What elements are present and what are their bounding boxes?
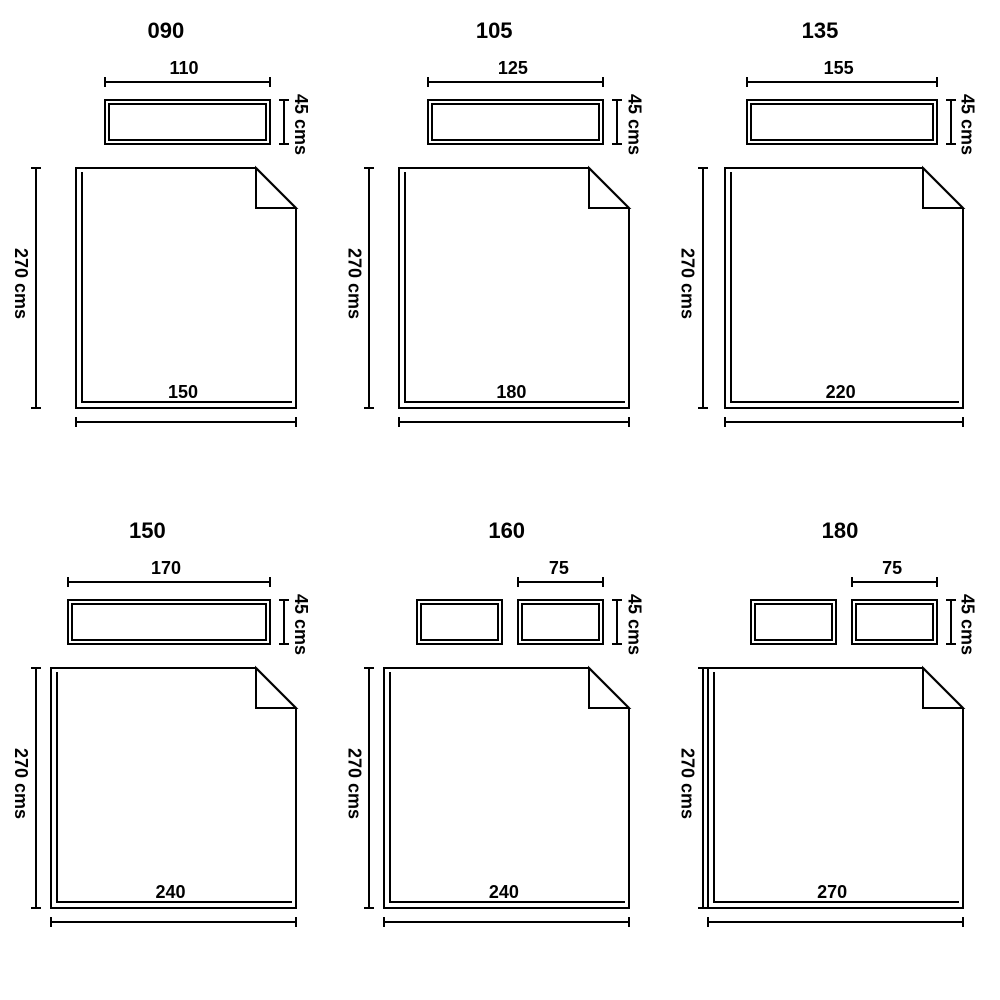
card-title: 135 — [802, 18, 839, 44]
pillow-width-label: 75 — [882, 558, 902, 579]
sheet-height-label: 270 cms — [677, 748, 698, 819]
sheet-width-label: 240 — [489, 882, 519, 903]
size-card-105: 105 125 45 cms 270 cms 180 — [333, 0, 666, 500]
size-card-180: 180 75 45 cms 270 cms 270 — [667, 500, 1000, 1000]
pillow-height-label: 45 cms — [290, 94, 311, 155]
card-title: 180 — [822, 518, 859, 544]
pillow-height-label: 45 cms — [290, 594, 311, 655]
card-title: 160 — [488, 518, 525, 544]
sheet-height-label: 270 cms — [10, 748, 31, 819]
sheet-height-label: 270 cms — [677, 248, 698, 319]
size-card-150: 150 170 45 cms 270 cms 240 — [0, 500, 333, 1000]
card-diagram — [0, 0, 333, 500]
card-diagram — [333, 500, 666, 1000]
sheet-height-label: 270 cms — [10, 248, 31, 319]
sheet-height-label: 270 cms — [343, 248, 364, 319]
sheet-width-label: 240 — [156, 882, 186, 903]
pillow-width-label: 110 — [170, 58, 199, 79]
size-card-135: 135 155 45 cms 270 cms 220 — [667, 0, 1000, 500]
sheet-width-label: 180 — [496, 382, 526, 403]
size-card-090: 090 110 45 cms 270 cms 150 — [0, 0, 333, 500]
pillow-height-label: 45 cms — [623, 94, 644, 155]
size-card-160: 160 75 45 cms 270 cms 240 — [333, 500, 666, 1000]
sheet-width-label: 150 — [168, 382, 198, 403]
card-title: 090 — [148, 18, 185, 44]
sheet-height-label: 270 cms — [343, 748, 364, 819]
pillow-width-label: 125 — [498, 58, 528, 79]
pillow-height-label: 45 cms — [957, 594, 978, 655]
card-diagram — [667, 500, 1000, 1000]
sheet-width-label: 270 — [817, 882, 847, 903]
card-title: 105 — [476, 18, 513, 44]
size-chart-grid: 090 110 45 cms 270 cms 150 105 125 45 cms 270 cm… — [0, 0, 1000, 1000]
pillow-height-label: 45 cms — [957, 94, 978, 155]
card-title: 150 — [129, 518, 166, 544]
pillow-width-label: 75 — [549, 558, 569, 579]
pillow-height-label: 45 cms — [623, 594, 644, 655]
pillow-width-label: 170 — [151, 558, 181, 579]
pillow-width-label: 155 — [824, 58, 854, 79]
sheet-width-label: 220 — [826, 382, 856, 403]
